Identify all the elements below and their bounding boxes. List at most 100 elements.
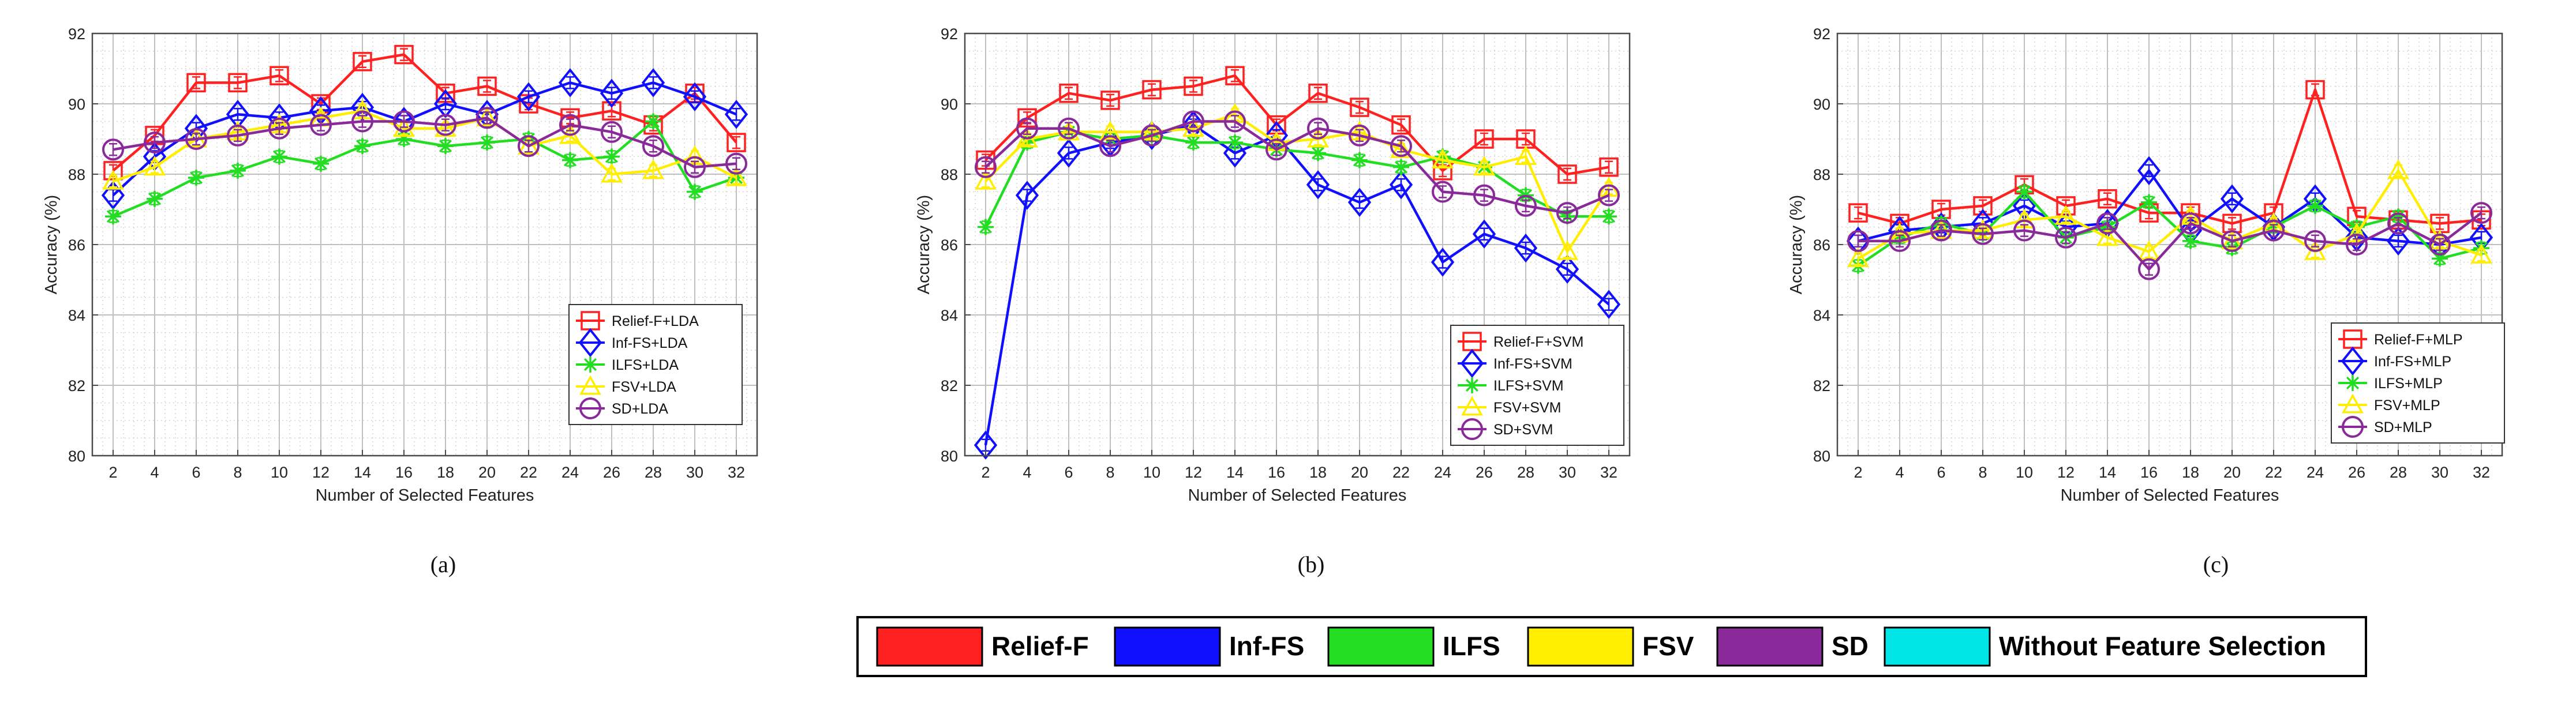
x-tick-label: 10 [271, 464, 288, 481]
data-point [1099, 135, 1121, 157]
data-point [1514, 233, 1538, 263]
data-point [147, 190, 163, 207]
error-bar [1854, 234, 1862, 248]
x-tick-label: 26 [603, 464, 620, 481]
data-point [975, 156, 997, 178]
error-bar [1314, 178, 1322, 191]
error-bar [1356, 100, 1364, 114]
data-point [518, 135, 540, 157]
data-point [641, 68, 665, 97]
y-tick-label: 80 [941, 448, 958, 465]
legend-label: SD [1832, 631, 1869, 661]
legend-item: Relief-F+SVM [1458, 332, 1583, 351]
data-point [185, 128, 207, 150]
y-tick-label: 80 [68, 448, 85, 465]
series-Relief-F+SVM [976, 66, 1619, 184]
data-point [1390, 135, 1412, 157]
data-point [1474, 129, 1494, 149]
y-tick-label: 82 [941, 377, 958, 395]
x-tick-label: 26 [2348, 464, 2365, 481]
legend-label: SD+SVM [1493, 422, 1553, 438]
panel-caption: (c) [2203, 551, 2229, 577]
shared-legend-item-SD: SD [1716, 626, 1869, 667]
data-point [144, 156, 166, 176]
error-bar [1937, 224, 1945, 237]
data-point [1847, 247, 1869, 267]
data-point [642, 159, 664, 179]
data-point [2013, 219, 2035, 242]
data-point [2182, 232, 2199, 249]
chart-panel-2: 2 4 6 8 10 12 14 16 18 20 22 24 26 28 30 32808284868890… [915, 25, 1631, 577]
error-bar [2186, 217, 2195, 230]
data-point [1597, 290, 1621, 319]
data-point [268, 117, 290, 140]
error-bar [400, 115, 408, 128]
legend: Relief-F+MLP Inf-FS+MLP ILFS+MLP FSV+MLP SD+… [2331, 322, 2505, 444]
x-tick-label: 22 [2265, 464, 2282, 481]
data-point [1599, 157, 1619, 177]
data-point [1182, 110, 1204, 133]
x-tick-label: 8 [233, 464, 242, 481]
data-point [1889, 230, 1911, 252]
legend-marker [1460, 348, 1484, 378]
error-bar [649, 76, 657, 89]
error-bar [2103, 192, 2111, 205]
legend-item: FSV+LDA [576, 375, 676, 395]
x-tick-label: 16 [1268, 464, 1285, 481]
legend-marker [2341, 346, 2365, 376]
data-point [2055, 205, 2077, 225]
x-tick-label: 30 [686, 464, 703, 481]
series-Inf-FS+LDA [101, 68, 748, 210]
error-bar [1106, 139, 1114, 153]
data-point [2263, 219, 2285, 242]
error-bar [358, 55, 366, 69]
error-bar [1979, 227, 1987, 241]
data-point [1389, 170, 1413, 200]
panel-caption: (b) [1298, 551, 1325, 577]
error-bar [1480, 132, 1488, 146]
error-bar [691, 160, 699, 174]
error-bar [2353, 238, 2361, 251]
error-bar [2228, 192, 2236, 205]
y-tick-label: 84 [68, 307, 85, 324]
error-bar [1356, 196, 1364, 209]
data-point [2304, 230, 2326, 252]
error-bar [1854, 206, 1862, 220]
data-point [724, 100, 748, 129]
legend-item: ILFS+MLP [2338, 375, 2443, 392]
data-point [725, 152, 747, 175]
y-tick-label: 88 [1813, 166, 1830, 183]
data-point [1432, 181, 1454, 203]
data-point [2220, 184, 2244, 213]
y-tick-label: 80 [1813, 448, 1830, 465]
data-point [437, 138, 454, 155]
x-tick-label: 18 [2182, 464, 2199, 481]
data-point [102, 138, 124, 161]
error-bar [151, 136, 159, 149]
data-point [1557, 164, 1577, 184]
legend-label: FSV+LDA [612, 379, 676, 395]
legend-item: Inf-FS+LDA [576, 328, 688, 358]
data-point [1100, 91, 1120, 110]
data-point [1306, 170, 1330, 200]
data-point [2429, 234, 2451, 256]
error-bar [732, 157, 740, 170]
data-point [559, 114, 581, 136]
legend-marker [582, 356, 598, 373]
x-tick-label: 6 [192, 464, 200, 481]
error-bar [234, 76, 242, 89]
error-bar [1480, 227, 1488, 241]
error-bar [1605, 160, 1613, 174]
error-bar [2145, 164, 2153, 178]
data-point [1847, 230, 1869, 252]
legend-label: FSV+SVM [1493, 400, 1561, 416]
x-tick-label: 6 [1937, 464, 1945, 481]
x-tick-label: 14 [2099, 464, 2116, 481]
legend-label: Relief-F+SVM [1493, 334, 1583, 350]
error-bar [1397, 118, 1405, 132]
legend-item: SD+MLP [2338, 416, 2432, 438]
y-tick-label: 88 [941, 166, 958, 183]
data-point [1393, 159, 1409, 175]
data-point [476, 107, 498, 129]
